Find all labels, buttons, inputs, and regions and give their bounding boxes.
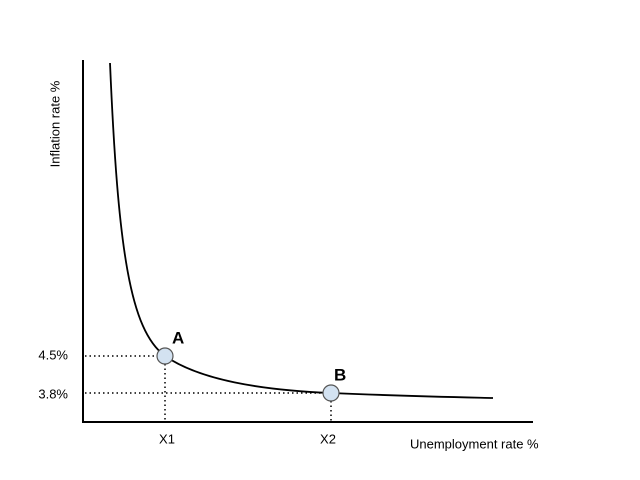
point	[156, 347, 174, 365]
y-value-label: 3.8%	[38, 386, 68, 401]
y-axis-label: Inflation rate %	[47, 80, 62, 167]
x-axis-label: Unemployment rate %	[410, 436, 539, 451]
x-value-label: X2	[320, 431, 336, 446]
point-label: B	[334, 365, 346, 384]
x-value-label: X1	[159, 431, 175, 446]
point	[322, 384, 340, 402]
y-value-label: 4.5%	[38, 347, 68, 362]
point-label: A	[172, 328, 184, 347]
curve	[109, 62, 494, 399]
